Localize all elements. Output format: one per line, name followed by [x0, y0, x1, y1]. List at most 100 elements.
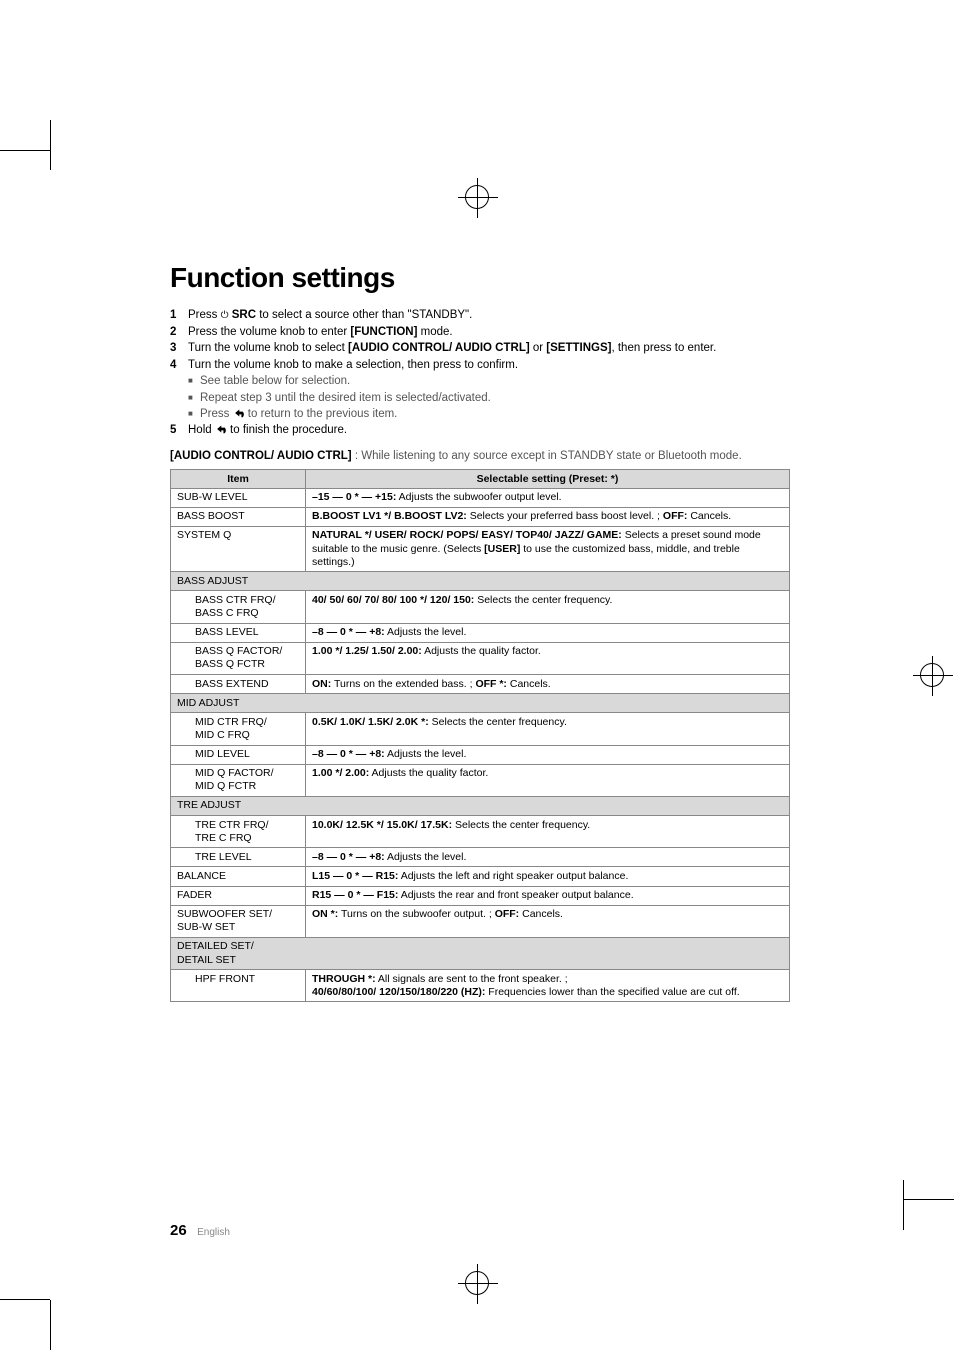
table-setting-cell: 40/ 50/ 60/ 70/ 80/ 100 */ 120/ 150: Sel…	[306, 591, 790, 623]
bullet-text: Press to return to the previous item.	[200, 407, 397, 423]
table-header-item: Item	[171, 469, 306, 488]
step-row: 3Turn the volume knob to select [AUDIO C…	[170, 341, 790, 357]
registration-mark-bottom	[465, 1271, 489, 1295]
table-setting-cell: 10.0K/ 12.5K */ 15.0K/ 17.5K: Selects th…	[306, 816, 790, 848]
step-row: 4Turn the volume knob to make a selectio…	[170, 358, 790, 374]
page-footer: 26 English	[170, 1222, 230, 1240]
table-item-cell: MID LEVEL	[171, 745, 306, 764]
table-setting-cell: THROUGH *: All signals are sent to the f…	[306, 970, 790, 1002]
step-number: 5	[170, 423, 188, 439]
table-item-cell: MID Q FACTOR/MID Q FCTR	[171, 764, 306, 796]
table-item-cell: BALANCE	[171, 867, 306, 886]
table-setting-cell: R15 — 0 * — F15: Adjusts the rear and fr…	[306, 886, 790, 905]
table-row: BASS LEVEL–8 — 0 * — +8: Adjusts the lev…	[171, 623, 790, 642]
step-number: 2	[170, 325, 188, 341]
bullet-icon: ■	[188, 407, 200, 423]
table-item-cell: BASS CTR FRQ/BASS C FRQ	[171, 591, 306, 623]
steps-list: 1Press ⏻ SRC to select a source other th…	[170, 308, 790, 438]
table-row: TRE ADJUST	[171, 796, 790, 815]
registration-mark-top	[465, 185, 489, 209]
page-title: Function settings	[170, 262, 790, 294]
table-row: MID CTR FRQ/MID C FRQ0.5K/ 1.0K/ 1.5K/ 2…	[171, 713, 790, 745]
back-icon	[215, 424, 227, 434]
table-item-cell: BASS EXTEND	[171, 675, 306, 694]
table-setting-cell: ON *: Turns on the subwoofer output. ; O…	[306, 905, 790, 937]
bullet-text: See table below for selection.	[200, 374, 350, 390]
table-setting-cell: ON: Turns on the extended bass. ; OFF *:…	[306, 675, 790, 694]
bullet-text: Repeat step 3 until the desired item is …	[200, 391, 491, 407]
table-row: HPF FRONTTHROUGH *: All signals are sent…	[171, 970, 790, 1002]
back-icon	[233, 408, 245, 418]
table-row: FADERR15 — 0 * — F15: Adjusts the rear a…	[171, 886, 790, 905]
table-cell-empty	[306, 694, 790, 713]
table-setting-cell: 0.5K/ 1.0K/ 1.5K/ 2.0K *: Selects the ce…	[306, 713, 790, 745]
step-text: Turn the volume knob to make a selection…	[188, 358, 790, 374]
page-content: Function settings 1Press ⏻ SRC to select…	[170, 262, 790, 1002]
table-setting-cell: –8 — 0 * — +8: Adjusts the level.	[306, 848, 790, 867]
table-section-header: BASS ADJUST	[171, 572, 306, 591]
table-row: BASS BOOSTB.BOOST LV1 */ B.BOOST LV2: Se…	[171, 507, 790, 526]
table-item-cell: TRE CTR FRQ/TRE C FRQ	[171, 816, 306, 848]
step-row: 1Press ⏻ SRC to select a source other th…	[170, 308, 790, 324]
table-section-header: MID ADJUST	[171, 694, 306, 713]
table-row: BASS CTR FRQ/BASS C FRQ40/ 50/ 60/ 70/ 8…	[171, 591, 790, 623]
table-section-header: DETAILED SET/DETAIL SET	[171, 937, 306, 969]
table-item-cell: SYSTEM Q	[171, 526, 306, 571]
step-sub-bullet: ■Repeat step 3 until the desired item is…	[170, 391, 790, 407]
table-row: BASS EXTENDON: Turns on the extended bas…	[171, 675, 790, 694]
step-row: 5Hold to finish the procedure.	[170, 423, 790, 439]
step-sub-bullet: ■Press to return to the previous item.	[170, 407, 790, 423]
table-item-cell: SUBWOOFER SET/SUB-W SET	[171, 905, 306, 937]
step-number: 3	[170, 341, 188, 357]
table-item-cell: BASS Q FACTOR/BASS Q FCTR	[171, 642, 306, 674]
table-row: DETAILED SET/DETAIL SET	[171, 937, 790, 969]
table-header-setting: Selectable setting (Preset: *)	[306, 469, 790, 488]
table-setting-cell: –15 — 0 * — +15: Adjusts the subwoofer o…	[306, 488, 790, 507]
section-lead-bold: [AUDIO CONTROL/ AUDIO CTRL]	[170, 450, 352, 462]
table-item-cell: FADER	[171, 886, 306, 905]
table-cell-empty	[306, 572, 790, 591]
section-heading: [AUDIO CONTROL/ AUDIO CTRL] : While list…	[170, 449, 790, 465]
step-number: 1	[170, 308, 188, 324]
table-item-cell: MID CTR FRQ/MID C FRQ	[171, 713, 306, 745]
table-item-cell: BASS LEVEL	[171, 623, 306, 642]
table-setting-cell: –8 — 0 * — +8: Adjusts the level.	[306, 745, 790, 764]
table-cell-empty	[306, 937, 790, 969]
page-language: English	[197, 1227, 230, 1238]
table-row: SYSTEM QNATURAL */ USER/ ROCK/ POPS/ EAS…	[171, 526, 790, 571]
page-number: 26	[170, 1222, 187, 1239]
table-row: BASS Q FACTOR/BASS Q FCTR1.00 */ 1.25/ 1…	[171, 642, 790, 674]
table-section-header: TRE ADJUST	[171, 796, 306, 815]
table-setting-cell: 1.00 */ 1.25/ 1.50/ 2.00: Adjusts the qu…	[306, 642, 790, 674]
table-row: SUBWOOFER SET/SUB-W SETON *: Turns on th…	[171, 905, 790, 937]
table-row: TRE LEVEL–8 — 0 * — +8: Adjusts the leve…	[171, 848, 790, 867]
table-row: BALANCEL15 — 0 * — R15: Adjusts the left…	[171, 867, 790, 886]
table-item-cell: TRE LEVEL	[171, 848, 306, 867]
table-setting-cell: L15 — 0 * — R15: Adjusts the left and ri…	[306, 867, 790, 886]
table-cell-empty	[306, 796, 790, 815]
step-row: 2Press the volume knob to enter [FUNCTIO…	[170, 325, 790, 341]
settings-table: Item Selectable setting (Preset: *) SUB-…	[170, 469, 790, 1003]
step-text: Press ⏻ SRC to select a source other tha…	[188, 308, 790, 324]
bullet-icon: ■	[188, 391, 200, 407]
crop-mark-bl	[0, 1290, 60, 1350]
table-setting-cell: –8 — 0 * — +8: Adjusts the level.	[306, 623, 790, 642]
table-row: TRE CTR FRQ/TRE C FRQ10.0K/ 12.5K */ 15.…	[171, 816, 790, 848]
table-item-cell: SUB-W LEVEL	[171, 488, 306, 507]
table-setting-cell: B.BOOST LV1 */ B.BOOST LV2: Selects your…	[306, 507, 790, 526]
section-lead-rest: : While listening to any source except i…	[352, 450, 742, 462]
crop-mark-tl	[0, 120, 60, 180]
step-number: 4	[170, 358, 188, 374]
step-text: Turn the volume knob to select [AUDIO CO…	[188, 341, 790, 357]
crop-mark-br	[894, 1170, 954, 1230]
table-row: MID Q FACTOR/MID Q FCTR1.00 */ 2.00: Adj…	[171, 764, 790, 796]
table-row: MID ADJUST	[171, 694, 790, 713]
table-item-cell: HPF FRONT	[171, 970, 306, 1002]
step-text: Hold to finish the procedure.	[188, 423, 790, 439]
table-row: MID LEVEL–8 — 0 * — +8: Adjusts the leve…	[171, 745, 790, 764]
step-sub-bullet: ■See table below for selection.	[170, 374, 790, 390]
bullet-icon: ■	[188, 374, 200, 390]
table-item-cell: BASS BOOST	[171, 507, 306, 526]
table-setting-cell: 1.00 */ 2.00: Adjusts the quality factor…	[306, 764, 790, 796]
table-row: BASS ADJUST	[171, 572, 790, 591]
